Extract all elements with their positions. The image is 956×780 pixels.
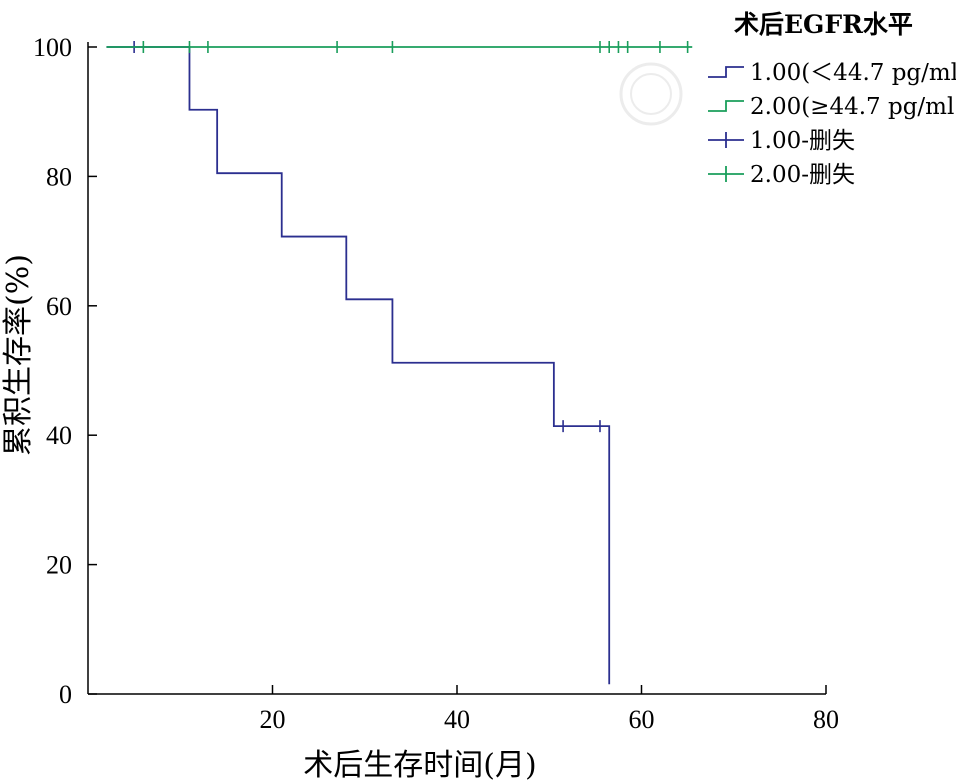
x-ticks: 20 40 60 80 (260, 685, 839, 734)
legend: 术后EGFR水平 1.00(＜44.7 pg/ml) 2.00(≥44.7 pg/… (708, 10, 956, 188)
legend-label: 2.00-删失 (750, 162, 855, 188)
x-tick-label: 80 (813, 705, 839, 734)
series-line-1 (106, 46, 611, 685)
legend-label: 1.00(＜44.7 pg/ml) (750, 60, 956, 86)
x-tick-label: 20 (260, 705, 286, 734)
y-axis-title: 累积生存率(%) (1, 254, 36, 456)
plot-area (106, 41, 693, 685)
y-tick-label: 60 (46, 292, 72, 321)
y-tick-label: 100 (33, 33, 72, 62)
legend-swatch-step (708, 66, 744, 78)
legend-title: 术后EGFR水平 (734, 10, 913, 39)
x-tick-label: 40 (444, 705, 470, 734)
x-tick-label: 60 (629, 705, 655, 734)
y-tick-label: 80 (46, 162, 72, 191)
legend-swatch-step (708, 100, 744, 112)
x-axis-title: 术后生存时间(月) (303, 748, 536, 780)
y-tick-label: 40 (46, 421, 72, 450)
legend-label: 2.00(≥44.7 pg/ml) (750, 94, 956, 120)
legend-label: 1.00-删失 (750, 128, 855, 154)
watermark-logo (619, 62, 683, 126)
y-tick-label: 20 (46, 551, 72, 580)
y-ticks: 0 20 40 60 80 100 (33, 33, 97, 709)
y-tick-label: 0 (59, 680, 72, 709)
